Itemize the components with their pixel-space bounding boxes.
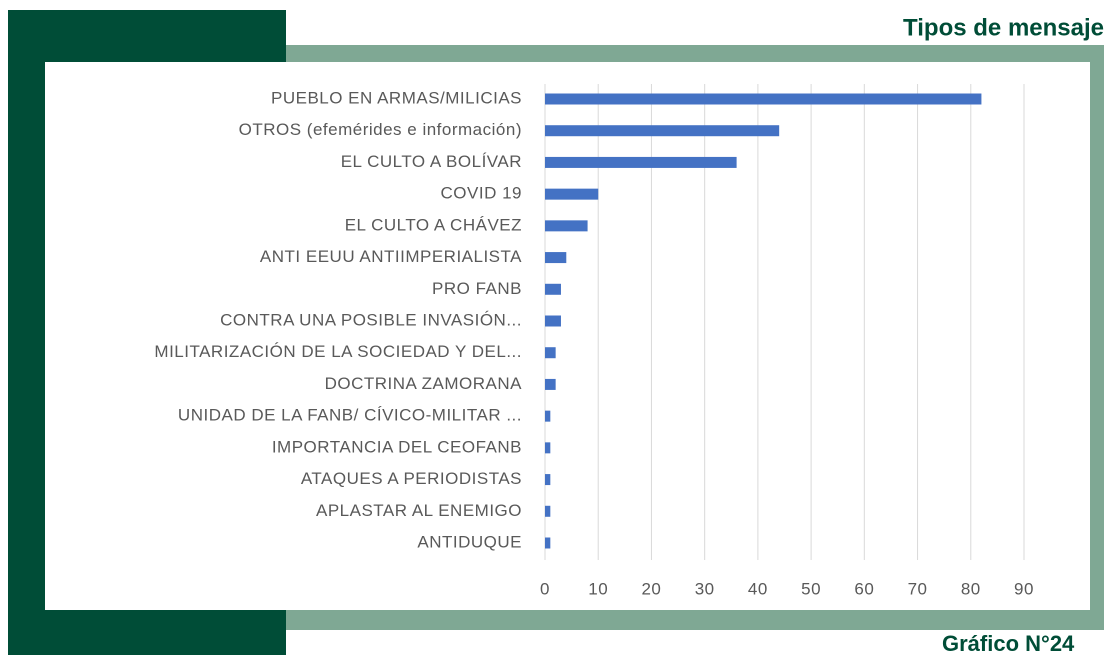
x-tick-label: 60 bbox=[854, 579, 874, 598]
x-tick-label: 80 bbox=[961, 579, 981, 598]
bar bbox=[545, 93, 982, 105]
y-tick-label: UNIDAD DE LA FANB/ CÍVICO-MILITAR ... bbox=[178, 406, 522, 425]
y-tick-label: EL CULTO A BOLÍVAR bbox=[341, 152, 522, 171]
bar bbox=[545, 410, 551, 422]
bar bbox=[545, 442, 551, 454]
y-tick-label: OTROS (efemérides e información) bbox=[239, 120, 522, 139]
y-tick-label: PUEBLO EN ARMAS/MILICIAS bbox=[271, 88, 522, 107]
y-tick-label: ANTIDUQUE bbox=[417, 532, 522, 551]
caption: Gráfico N°24 bbox=[942, 631, 1075, 655]
y-tick-label: COVID 19 bbox=[441, 184, 522, 203]
x-tick-label: 30 bbox=[695, 579, 715, 598]
y-tick-label: IMPORTANCIA DEL CEOFANB bbox=[272, 437, 522, 456]
bar bbox=[545, 125, 780, 137]
bar bbox=[545, 537, 551, 549]
bar bbox=[545, 347, 556, 359]
y-tick-label: ATAQUES A PERIODISTAS bbox=[301, 469, 522, 488]
y-tick-label: ANTI EEUU ANTIIMPERIALISTA bbox=[260, 247, 522, 266]
bar bbox=[545, 220, 588, 232]
x-tick-label: 90 bbox=[1014, 579, 1034, 598]
y-tick-label: DOCTRINA ZAMORANA bbox=[325, 374, 523, 393]
x-tick-label: 10 bbox=[588, 579, 608, 598]
x-tick-label: 50 bbox=[801, 579, 821, 598]
title: Tipos de mensaje bbox=[903, 14, 1104, 41]
bar bbox=[545, 315, 561, 327]
bar bbox=[545, 505, 551, 517]
bar bbox=[545, 252, 567, 264]
bar bbox=[545, 188, 599, 200]
panel bbox=[45, 62, 1090, 610]
bar bbox=[545, 283, 561, 295]
x-tick-label: 70 bbox=[908, 579, 928, 598]
x-tick-label: 40 bbox=[748, 579, 768, 598]
y-tick-label: PRO FANB bbox=[432, 279, 522, 298]
y-tick-label: MILITARIZACIÓN DE LA SOCIEDAD Y DEL... bbox=[154, 342, 522, 361]
x-tick-label: 0 bbox=[540, 579, 550, 598]
y-tick-label: APLASTAR AL ENEMIGO bbox=[316, 501, 522, 520]
y-tick-label: CONTRA UNA POSIBLE INVASIÓN... bbox=[220, 310, 522, 329]
x-tick-label: 20 bbox=[641, 579, 661, 598]
y-tick-label: EL CULTO A CHÁVEZ bbox=[345, 215, 522, 234]
bar bbox=[545, 156, 737, 168]
bar bbox=[545, 474, 551, 486]
bar bbox=[545, 378, 556, 390]
